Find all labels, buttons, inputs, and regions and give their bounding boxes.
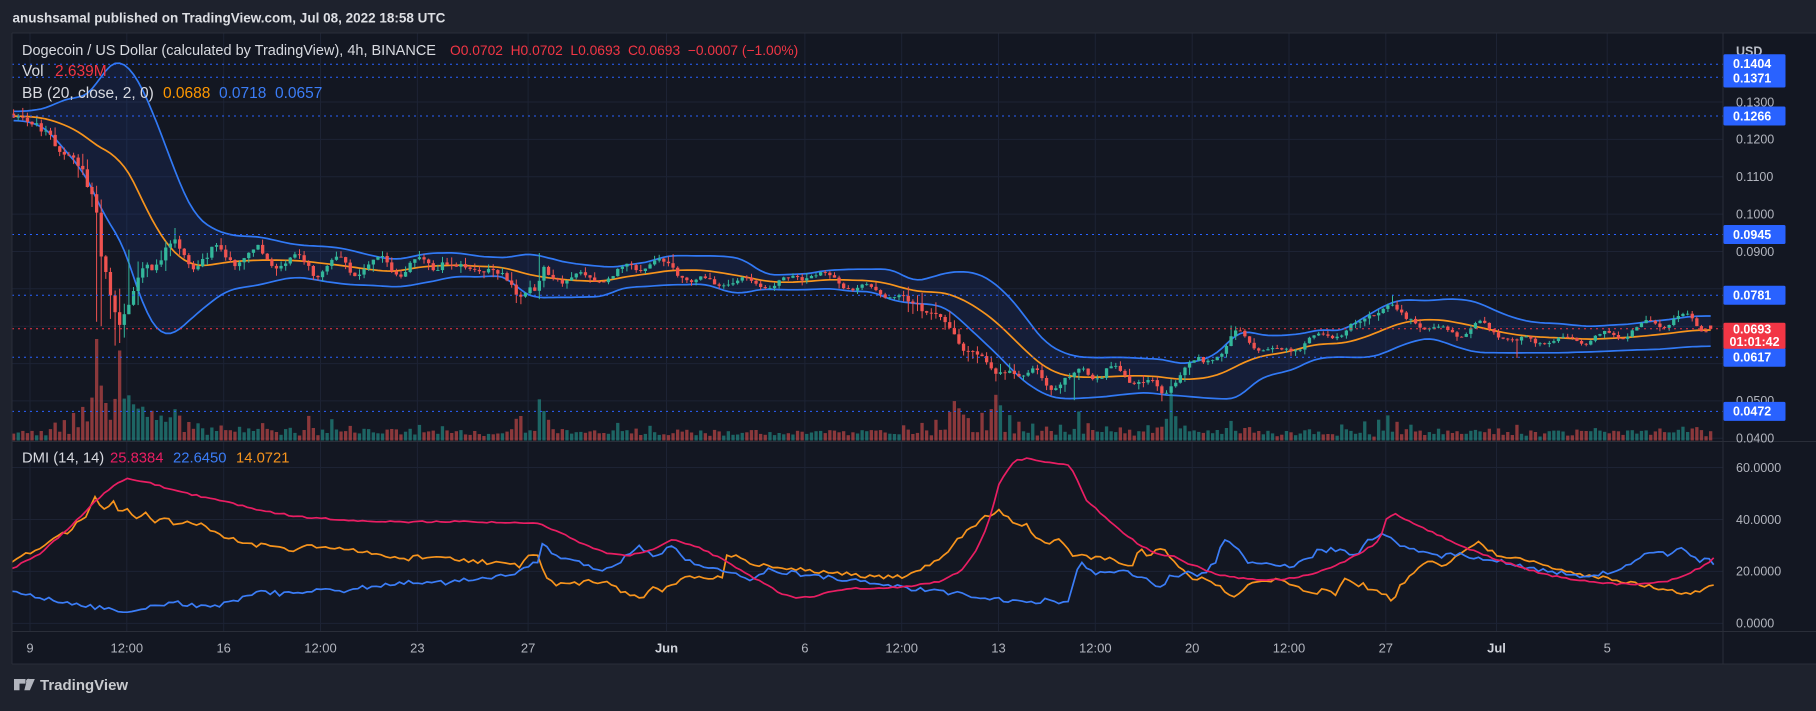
svg-text:DMI (14, 14): DMI (14, 14) (22, 451, 104, 467)
svg-text:20.0000: 20.0000 (1736, 565, 1781, 579)
svg-text:60.0000: 60.0000 (1736, 461, 1781, 475)
svg-text:0.0688: 0.0688 (163, 85, 210, 102)
svg-text:0.1000: 0.1000 (1736, 207, 1774, 221)
svg-text:9: 9 (26, 641, 33, 656)
svg-text:Vol: Vol (22, 63, 44, 80)
svg-text:anushsamal published on Tradin: anushsamal published on TradingView.com,… (13, 11, 446, 26)
svg-text:12:00: 12:00 (304, 641, 337, 656)
svg-text:0.0657: 0.0657 (275, 85, 322, 102)
svg-text:0.0693: 0.0693 (1733, 323, 1771, 337)
svg-text:5: 5 (1604, 641, 1611, 656)
svg-text:0.1371: 0.1371 (1733, 71, 1771, 85)
svg-text:6: 6 (801, 641, 808, 656)
svg-text:27: 27 (1379, 641, 1393, 656)
svg-text:0.1200: 0.1200 (1736, 133, 1774, 147)
svg-text:0.0900: 0.0900 (1736, 245, 1774, 259)
svg-text:0.1404: 0.1404 (1733, 57, 1771, 71)
svg-text:12:00: 12:00 (1273, 641, 1306, 656)
svg-text:25.8384: 25.8384 (110, 451, 164, 467)
svg-text:TradingView: TradingView (40, 677, 128, 694)
svg-text:16: 16 (216, 641, 230, 656)
svg-text:0.1100: 0.1100 (1736, 170, 1773, 184)
svg-text:0.0718: 0.0718 (219, 85, 266, 102)
svg-text:20: 20 (1185, 641, 1199, 656)
svg-text:0.0000: 0.0000 (1736, 617, 1774, 631)
svg-text:0.0781: 0.0781 (1733, 289, 1771, 303)
svg-text:22.6450: 22.6450 (173, 451, 227, 467)
svg-text:Dogecoin / US Dollar (calculat: Dogecoin / US Dollar (calculated by Trad… (22, 43, 436, 59)
svg-text:2.639M: 2.639M (55, 63, 107, 80)
svg-text:0.1300: 0.1300 (1736, 95, 1774, 109)
svg-text:0.0400: 0.0400 (1736, 432, 1774, 446)
svg-text:12:00: 12:00 (111, 641, 144, 656)
svg-text:BB (20, close, 2, 0): BB (20, close, 2, 0) (22, 85, 154, 102)
svg-text:13: 13 (991, 641, 1005, 656)
svg-text:0.0617: 0.0617 (1733, 351, 1771, 365)
svg-text:Jul: Jul (1487, 641, 1506, 656)
svg-text:Jun: Jun (655, 641, 678, 656)
svg-text:O0.0702 H0.0702 L0.0693 C0.: O0.0702 H0.0702 L0.0693 C0.0693 −0.0007 … (450, 43, 798, 58)
svg-text:12:00: 12:00 (885, 641, 918, 656)
svg-text:0.0472: 0.0472 (1733, 405, 1771, 419)
svg-text:12:00: 12:00 (1079, 641, 1112, 656)
svg-text:23: 23 (410, 641, 424, 656)
svg-text:27: 27 (521, 641, 535, 656)
svg-text:14.0721: 14.0721 (236, 451, 290, 467)
svg-text:40.0000: 40.0000 (1736, 513, 1781, 527)
svg-text:0.0945: 0.0945 (1733, 228, 1771, 242)
svg-text:01:01:42: 01:01:42 (1730, 335, 1780, 349)
svg-text:0.1266: 0.1266 (1733, 109, 1771, 123)
